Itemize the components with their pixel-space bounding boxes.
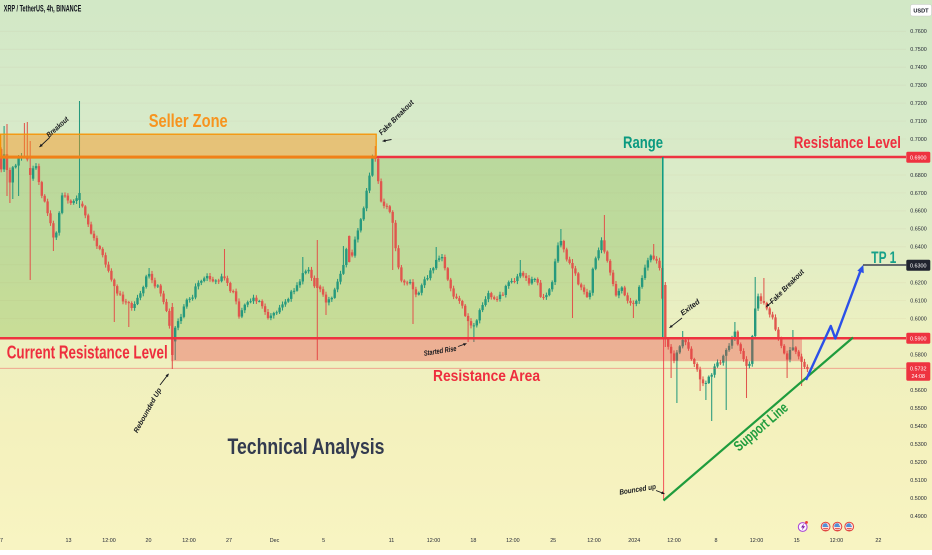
svg-text:12:00: 12:00 [830,538,844,544]
svg-text:20: 20 [146,538,152,544]
svg-text:0.5900: 0.5900 [910,336,927,342]
svg-text:0.7200: 0.7200 [910,101,927,107]
svg-text:0.7600: 0.7600 [910,29,927,35]
svg-text:0.6500: 0.6500 [910,227,927,233]
svg-text:0.7400: 0.7400 [910,65,927,71]
svg-text:0.7300: 0.7300 [910,83,927,89]
svg-text:12:00: 12:00 [182,538,196,544]
svg-text:0.4900: 0.4900 [910,514,927,520]
svg-text:0.5500: 0.5500 [910,406,927,412]
svg-text:Range: Range [623,133,663,152]
svg-text:12:00: 12:00 [506,538,520,544]
svg-text:0.5300: 0.5300 [910,442,927,448]
svg-text:0.7000: 0.7000 [910,137,927,143]
svg-text:0.5732: 0.5732 [910,367,927,373]
svg-text:7: 7 [0,538,3,544]
svg-text:0.6100: 0.6100 [910,299,927,305]
svg-text:Bounced up: Bounced up [619,482,657,497]
svg-text:Fake Breakout: Fake Breakout [377,98,416,137]
svg-text:0.6700: 0.6700 [910,191,927,197]
svg-text:XRP / TetherUS, 4h, BINANCE: XRP / TetherUS, 4h, BINANCE [4,4,82,14]
svg-text:2024: 2024 [628,538,640,544]
svg-text:12:00: 12:00 [750,538,764,544]
svg-text:USDT: USDT [913,8,929,14]
svg-text:12:00: 12:00 [587,538,601,544]
svg-text:0.6000: 0.6000 [910,316,927,322]
svg-text:Support Line: Support Line [731,400,792,455]
svg-text:8: 8 [715,538,718,544]
svg-text:Resistance Level: Resistance Level [794,133,901,152]
svg-text:22: 22 [875,538,881,544]
svg-text:12:00: 12:00 [667,538,681,544]
svg-text:Dec: Dec [270,538,280,544]
svg-text:0.6300: 0.6300 [910,263,927,269]
svg-text:11: 11 [389,538,395,544]
svg-text:Exited: Exited [679,297,702,318]
svg-text:0.7100: 0.7100 [910,119,927,125]
svg-text:0.6200: 0.6200 [910,281,927,287]
svg-text:15: 15 [794,538,800,544]
svg-text:12:00: 12:00 [427,538,441,544]
svg-text:0.6800: 0.6800 [910,173,927,179]
svg-text:0.6600: 0.6600 [910,209,927,215]
svg-text:5: 5 [322,538,325,544]
svg-text:0.6900: 0.6900 [910,155,927,161]
svg-text:0.5100: 0.5100 [910,478,927,484]
svg-text:Seller Zone: Seller Zone [149,111,228,131]
svg-text:0.5200: 0.5200 [910,460,927,466]
svg-text:0.7500: 0.7500 [910,47,927,53]
svg-text:18: 18 [470,538,476,544]
svg-text:12:00: 12:00 [102,538,116,544]
svg-text:0.6400: 0.6400 [910,245,927,251]
svg-text:27: 27 [226,538,232,544]
svg-text:24:08: 24:08 [912,374,926,380]
svg-text:Current Resistance Level: Current Resistance Level [7,342,168,362]
svg-text:Technical Analysis: Technical Analysis [228,434,385,459]
svg-text:Resistance Area: Resistance Area [433,368,540,385]
svg-text:0.5800: 0.5800 [910,352,927,358]
svg-text:13: 13 [66,538,72,544]
svg-text:Rebounded Up: Rebounded Up [133,387,164,435]
svg-text:0.5000: 0.5000 [910,496,927,502]
svg-text:0.5400: 0.5400 [910,424,927,430]
svg-text:0.5600: 0.5600 [910,388,927,394]
svg-text:25: 25 [550,538,556,544]
svg-text:Fake Breakout: Fake Breakout [768,267,806,305]
svg-text:TP 1: TP 1 [871,249,896,267]
